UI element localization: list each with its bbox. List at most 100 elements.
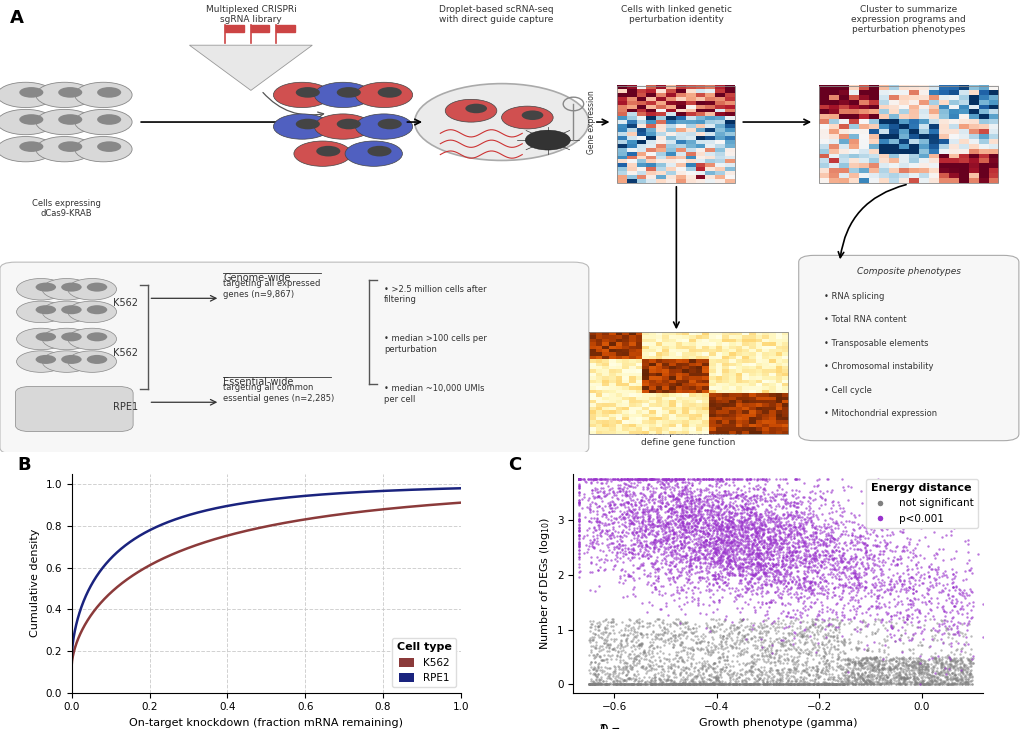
Point (663, 679, 679, 690)
Point (717, 486, 733, 497)
Point (827, 572, 844, 584)
Point (786, 537, 803, 549)
Point (869, 669, 886, 681)
Point (715, 643, 731, 655)
Point (614, 544, 631, 555)
Point (641, 620, 657, 632)
Point (866, 652, 883, 663)
Point (881, 648, 897, 660)
Point (802, 580, 818, 591)
Point (815, 679, 831, 690)
Point (763, 594, 779, 606)
Point (852, 659, 868, 671)
Point (962, 597, 978, 609)
Point (770, 583, 786, 595)
Point (772, 546, 788, 558)
Point (934, 658, 950, 669)
Point (855, 673, 871, 685)
Point (753, 490, 769, 502)
Point (774, 663, 791, 675)
Point (849, 621, 865, 633)
Point (809, 662, 825, 674)
Polygon shape (225, 25, 244, 31)
Circle shape (97, 141, 121, 152)
Point (870, 658, 887, 669)
Point (641, 515, 657, 527)
Point (864, 677, 881, 689)
Point (689, 531, 706, 543)
Point (835, 679, 851, 690)
Point (807, 526, 823, 538)
Point (594, 495, 610, 507)
Point (791, 677, 807, 688)
Point (783, 625, 800, 636)
Point (666, 676, 682, 687)
Point (869, 592, 886, 604)
Point (750, 555, 766, 567)
Point (684, 509, 700, 521)
Point (709, 577, 725, 589)
Point (671, 678, 687, 690)
Point (728, 535, 744, 547)
Point (666, 529, 682, 540)
Point (654, 554, 671, 566)
Point (775, 558, 792, 570)
Point (761, 551, 777, 563)
Point (600, 518, 616, 530)
Point (614, 675, 631, 687)
Point (733, 538, 750, 550)
Point (654, 677, 671, 688)
Point (753, 516, 769, 528)
Point (870, 657, 887, 668)
Point (645, 677, 662, 689)
Point (877, 545, 893, 556)
Point (945, 523, 962, 534)
Point (670, 661, 686, 673)
Point (809, 634, 825, 645)
Point (848, 642, 864, 654)
Point (612, 648, 629, 660)
Point (780, 598, 797, 609)
Point (744, 585, 761, 596)
Point (706, 542, 722, 554)
Point (672, 474, 688, 486)
Point (760, 531, 776, 543)
Point (674, 485, 690, 496)
Point (586, 541, 602, 553)
Point (808, 670, 824, 682)
Point (718, 623, 734, 635)
Point (864, 539, 881, 551)
Point (707, 532, 723, 544)
Point (797, 656, 813, 668)
Point (856, 537, 872, 549)
Point (708, 672, 724, 684)
Point (713, 534, 729, 546)
Point (608, 677, 625, 689)
Point (823, 630, 840, 642)
Point (783, 506, 800, 518)
Point (891, 663, 907, 674)
Point (705, 662, 721, 674)
Point (748, 553, 764, 565)
Point (645, 620, 662, 631)
Point (737, 645, 754, 657)
Point (688, 493, 705, 504)
Point (774, 508, 791, 520)
Point (691, 477, 708, 489)
Point (751, 527, 767, 539)
Point (699, 504, 716, 515)
Point (630, 622, 646, 634)
Point (633, 638, 649, 650)
Point (776, 529, 793, 540)
Point (856, 541, 872, 553)
Point (707, 572, 723, 584)
Point (638, 544, 654, 555)
Point (742, 572, 759, 584)
Point (627, 655, 643, 667)
Point (695, 495, 712, 507)
Point (570, 529, 587, 540)
Point (739, 508, 756, 520)
Point (696, 657, 713, 668)
Point (775, 549, 792, 561)
Point (956, 638, 973, 650)
